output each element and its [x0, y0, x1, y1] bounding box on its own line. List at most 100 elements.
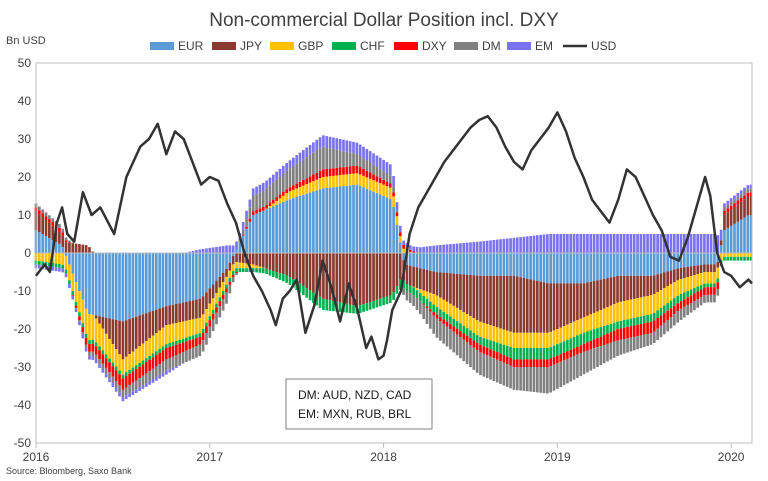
bar-eur: [268, 207, 272, 253]
bar-em: [429, 246, 432, 253]
bar-eur: [579, 253, 583, 284]
bar-dm: [572, 355, 576, 380]
bar-eur: [445, 253, 449, 273]
bar-em: [659, 234, 663, 253]
bar-jpy: [709, 264, 713, 272]
bar-dm: [579, 352, 583, 377]
bar-jpy: [84, 245, 88, 253]
bar-gbp: [606, 307, 609, 325]
bar-chf: [723, 256, 726, 261]
bar-em: [519, 237, 522, 253]
bar-dxy: [281, 191, 285, 196]
legend: EUR JPY GBP CHF DXY DM EM USD: [150, 39, 617, 53]
bar-gbp: [462, 311, 466, 326]
bar-gbp: [251, 264, 255, 269]
bar-gbp: [151, 335, 155, 354]
bar-gbp: [325, 176, 329, 188]
bar-dxy: [642, 323, 646, 335]
bar-chf: [475, 335, 479, 343]
bar-gbp: [144, 340, 148, 359]
bar-eur: [305, 193, 309, 253]
bar-jpy: [713, 264, 716, 272]
bar-gbp: [338, 175, 342, 187]
bar-dxy: [435, 314, 439, 319]
bar-chf: [104, 354, 108, 359]
bar-chf: [225, 284, 228, 289]
bar-dxy: [398, 232, 402, 236]
bar-dm: [38, 206, 41, 211]
bar-jpy: [178, 303, 182, 323]
bar-dxy: [542, 359, 546, 367]
bar-dm: [646, 333, 649, 346]
bar-eur: [221, 253, 225, 273]
bar-jpy: [542, 282, 546, 333]
bar-dxy: [626, 326, 629, 339]
bar-dxy: [205, 326, 208, 334]
bar-chf: [271, 270, 275, 277]
bar-gbp: [572, 321, 576, 337]
bar-eur: [455, 253, 459, 274]
bar-dm: [218, 306, 222, 318]
bar-em: [709, 234, 713, 253]
bar-eur: [275, 204, 278, 253]
bar-dm: [332, 148, 335, 169]
bar-eur: [485, 253, 489, 276]
bar-gbp: [211, 298, 215, 310]
y-tick-label: -50: [14, 436, 32, 450]
bar-dm: [188, 349, 192, 361]
bar-eur: [566, 253, 569, 284]
bar-dm: [268, 185, 272, 203]
bar-chf: [312, 292, 315, 303]
bar-dxy: [144, 362, 148, 374]
bar-dm: [659, 325, 663, 338]
bar-dm: [245, 218, 248, 227]
bar-dxy: [602, 335, 606, 346]
bar-chf: [532, 348, 536, 360]
bar-dm: [489, 356, 492, 380]
bar-eur: [459, 253, 462, 275]
bar-em: [449, 244, 452, 253]
bar-chf: [171, 342, 175, 346]
bar-dm: [706, 294, 710, 303]
bar-jpy: [101, 317, 105, 329]
bar-dm: [138, 378, 141, 388]
bar-eur: [255, 213, 258, 253]
bar-dm: [378, 169, 382, 179]
bar-dxy: [128, 373, 131, 386]
bar-gbp: [646, 295, 649, 315]
bar-dm: [205, 333, 208, 345]
bar-jpy: [332, 253, 335, 301]
bar-gbp: [41, 253, 45, 262]
bar-jpy: [556, 283, 559, 329]
bar-dm: [51, 218, 55, 223]
bar-chf: [435, 307, 439, 315]
bar-chf: [733, 256, 736, 261]
bar-chf: [48, 262, 51, 267]
bar-chf: [519, 348, 522, 360]
bar-eur: [365, 188, 369, 253]
bar-dxy: [546, 359, 549, 367]
bar-dm: [505, 364, 509, 387]
bar-jpy: [432, 271, 436, 295]
bar-jpy: [743, 199, 746, 218]
bar-dm: [502, 362, 506, 386]
bar-dm: [569, 357, 573, 382]
bar-gbp: [191, 319, 195, 336]
bar-chf: [261, 268, 265, 274]
bar-chf: [308, 290, 312, 301]
bar-eur: [709, 253, 713, 265]
bar-em: [215, 246, 218, 253]
bar-eur: [181, 253, 185, 303]
bar-gbp: [402, 248, 405, 253]
bar-dxy: [88, 344, 91, 352]
bar-eur: [68, 253, 71, 265]
bar-em: [696, 234, 700, 253]
bar-chf: [592, 329, 596, 340]
bar-em: [231, 245, 235, 253]
x-tick-label: 2020: [718, 450, 745, 464]
bar-gbp: [666, 286, 669, 304]
bar-jpy: [572, 283, 576, 322]
bar-eur: [415, 253, 419, 268]
bar-em: [151, 378, 155, 383]
bar-jpy: [696, 265, 700, 275]
